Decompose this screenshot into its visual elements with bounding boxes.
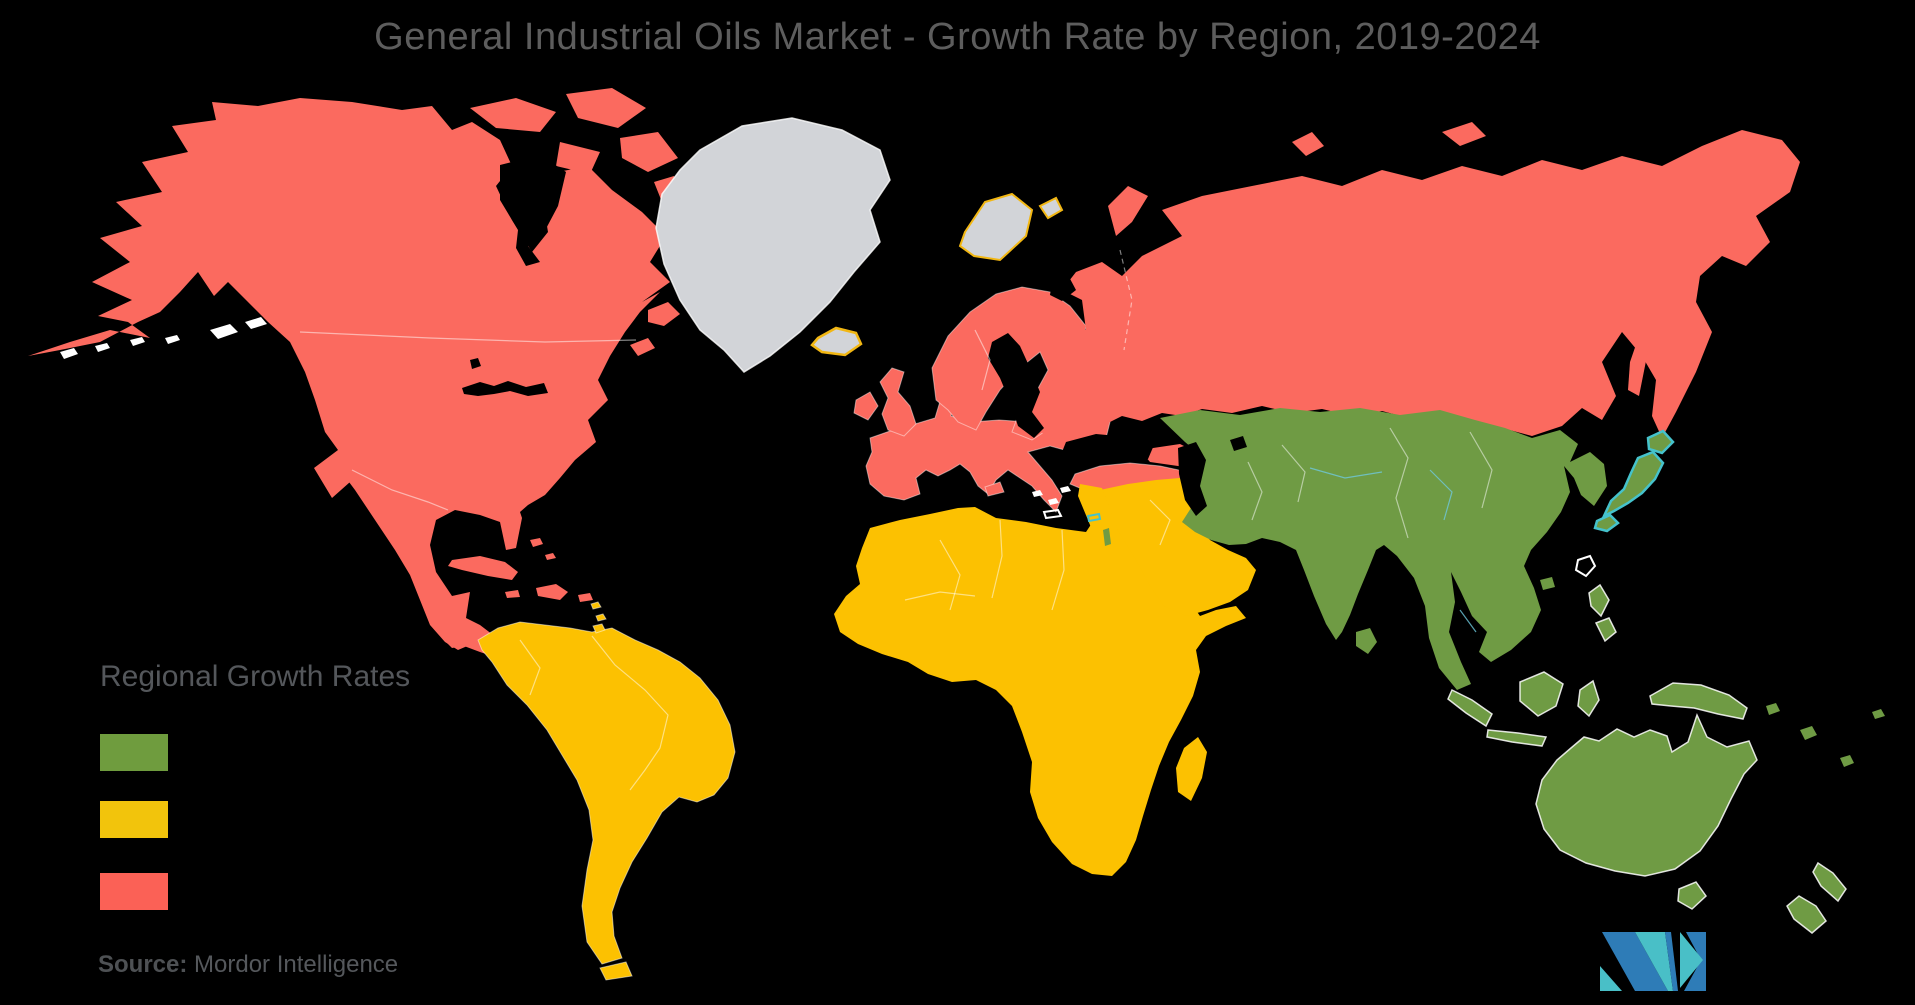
outlined-islands bbox=[1042, 508, 1597, 578]
page-title: General Industrial Oils Market - Growth … bbox=[374, 16, 1541, 58]
source-name: Mordor Intelligence bbox=[194, 951, 399, 978]
rivers bbox=[1309, 467, 1477, 633]
region-north-america bbox=[28, 88, 684, 658]
region-svalbard bbox=[958, 192, 1064, 262]
cyprus-outline bbox=[1086, 512, 1102, 523]
water-bodies bbox=[462, 155, 1247, 516]
legend-swatch-middle-east-africa-south-america bbox=[100, 801, 168, 838]
legend-heading: Regional Growth Rates bbox=[100, 660, 411, 693]
region-asia bbox=[1103, 408, 1607, 690]
source-prefix: Source: bbox=[98, 951, 188, 978]
region-japan bbox=[1593, 429, 1675, 533]
country-borders bbox=[299, 249, 1493, 791]
legend-swatch-north-america-europe bbox=[100, 873, 168, 910]
region-oceania bbox=[1447, 583, 1885, 934]
taiwan-outline bbox=[1574, 554, 1597, 578]
legend: Regional Growth Rates bbox=[96, 660, 410, 910]
mordor-intelligence-logo bbox=[1600, 932, 1706, 991]
source-attribution: Source: Mordor Intelligence bbox=[98, 951, 398, 979]
region-greenland bbox=[655, 117, 891, 373]
region-africa bbox=[834, 506, 1246, 876]
legend-swatch-asia-pacific bbox=[100, 734, 168, 771]
region-south-america bbox=[477, 601, 736, 981]
region-iceland bbox=[810, 326, 863, 357]
coastal-ice-and-islands bbox=[60, 317, 1071, 505]
crete-outline bbox=[1042, 508, 1063, 520]
